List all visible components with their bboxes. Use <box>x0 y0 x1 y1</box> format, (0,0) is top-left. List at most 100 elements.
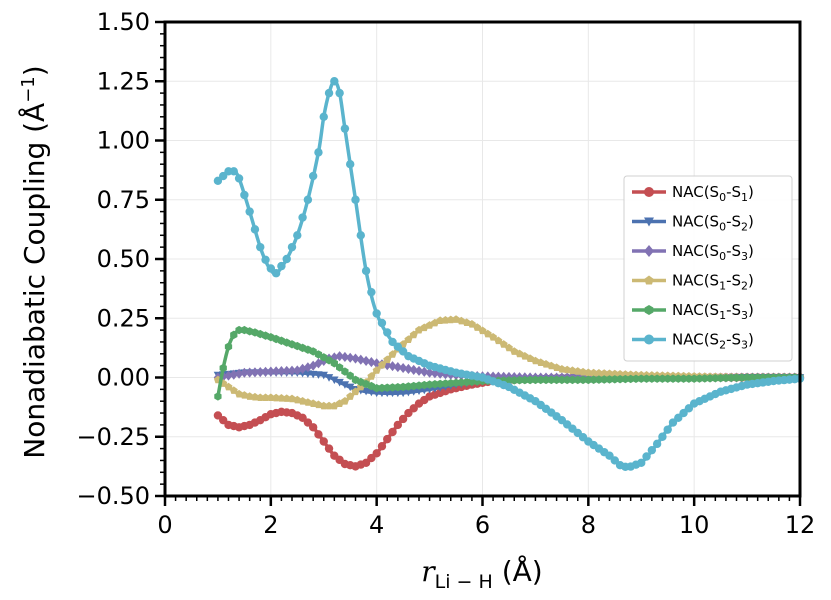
point-s02 <box>425 385 434 394</box>
point-s02 <box>393 389 403 398</box>
point-s12 <box>605 369 614 378</box>
x-tick-label: 0 <box>157 511 172 539</box>
legend-item-s03: NAC(S0-S3) <box>632 242 754 263</box>
point-s12 <box>594 369 603 377</box>
point-s12 <box>245 392 254 400</box>
point-s12 <box>325 401 334 410</box>
point-s23 <box>229 167 238 176</box>
point-s03 <box>340 351 350 362</box>
y-tick-label: −0.50 <box>76 482 150 510</box>
point-s03 <box>261 366 270 377</box>
point-s23 <box>298 213 307 222</box>
point-s03 <box>277 366 286 377</box>
point-s12 <box>584 368 593 377</box>
point-s12 <box>494 336 503 345</box>
x-tick-label: 2 <box>263 511 278 539</box>
legend-marker-s03 <box>644 245 654 257</box>
point-s03 <box>425 367 434 378</box>
point-s03 <box>224 370 233 381</box>
point-s23 <box>261 255 270 264</box>
point-s23 <box>340 124 350 133</box>
point-s23 <box>383 328 392 337</box>
y-tick-label: 0.00 <box>97 364 150 392</box>
point-s12 <box>616 369 625 378</box>
point-s03 <box>335 351 344 362</box>
point-s23 <box>245 207 254 216</box>
point-s02 <box>340 381 350 389</box>
point-s03 <box>409 364 418 375</box>
point-s12 <box>441 316 450 324</box>
legend-item-s01: NAC(S0-S1) <box>632 183 754 204</box>
point-s23 <box>287 242 297 252</box>
point-s23 <box>293 231 302 240</box>
legend-marker-s12 <box>644 275 654 285</box>
point-s02 <box>335 378 344 387</box>
point-s01 <box>377 442 387 451</box>
point-s23 <box>319 112 328 122</box>
point-s03 <box>351 353 360 364</box>
point-s02 <box>398 389 408 398</box>
point-s12 <box>589 368 598 377</box>
point-s13 <box>219 363 227 373</box>
point-s12 <box>436 316 445 325</box>
point-s23 <box>234 174 244 183</box>
point-s23 <box>240 190 249 200</box>
point-s02 <box>324 374 334 382</box>
point-s12 <box>446 315 455 324</box>
point-s23 <box>330 77 339 86</box>
point-s23 <box>256 242 265 252</box>
point-s23 <box>303 195 313 204</box>
point-s23 <box>356 231 365 240</box>
point-s01 <box>308 423 318 432</box>
point-s01 <box>398 414 408 424</box>
point-s23 <box>377 318 387 328</box>
point-s12 <box>282 394 291 402</box>
point-s03 <box>240 367 249 378</box>
point-s12 <box>367 372 376 380</box>
point-s03 <box>282 365 291 376</box>
point-s12 <box>489 333 498 341</box>
point-s03 <box>393 362 403 373</box>
point-s03 <box>293 365 302 376</box>
point-s23 <box>361 266 371 276</box>
point-s23 <box>346 160 355 169</box>
point-s13 <box>214 392 222 401</box>
point-s12 <box>272 393 281 402</box>
point-s13 <box>230 330 238 340</box>
legend-item-s12: NAC(S1-S2) <box>632 272 754 293</box>
point-s23 <box>647 445 657 455</box>
point-s03 <box>266 366 276 377</box>
point-s01 <box>319 437 328 446</box>
legend-marker-s02 <box>644 217 654 227</box>
y-tick-label: 0.50 <box>97 245 150 273</box>
legend-marker-s23 <box>644 334 654 345</box>
point-s01 <box>314 430 323 439</box>
legend-label-s23: NAC(S2-S3) <box>672 331 754 352</box>
point-s12 <box>229 386 238 394</box>
x-tick-label: 12 <box>785 511 816 539</box>
point-s12 <box>383 355 392 364</box>
point-s23 <box>367 287 376 297</box>
point-s02 <box>420 386 429 395</box>
y-tick-label: −0.25 <box>76 423 150 451</box>
point-s12 <box>277 394 286 402</box>
point-s12 <box>404 335 413 343</box>
point-s01 <box>388 427 397 437</box>
point-s03 <box>346 352 355 363</box>
legend-item-s02: NAC(S0-S2) <box>632 213 754 234</box>
x-tick-label: 4 <box>369 511 384 539</box>
point-s12 <box>256 393 265 402</box>
point-s12 <box>499 340 508 348</box>
point-s23 <box>277 261 286 271</box>
x-tick-label: 8 <box>581 511 596 539</box>
legend-item-s13: NAC(S1-S3) <box>632 301 754 322</box>
point-s12 <box>261 393 270 402</box>
y-tick-label: 1.50 <box>97 8 150 36</box>
point-s23 <box>314 148 323 157</box>
point-s12 <box>621 370 630 378</box>
x-tick-label: 6 <box>475 511 490 539</box>
point-s12 <box>224 382 233 391</box>
legend-label-s02: NAC(S0-S2) <box>672 213 754 234</box>
legend-marker-s01 <box>644 187 654 197</box>
point-s03 <box>271 366 281 377</box>
